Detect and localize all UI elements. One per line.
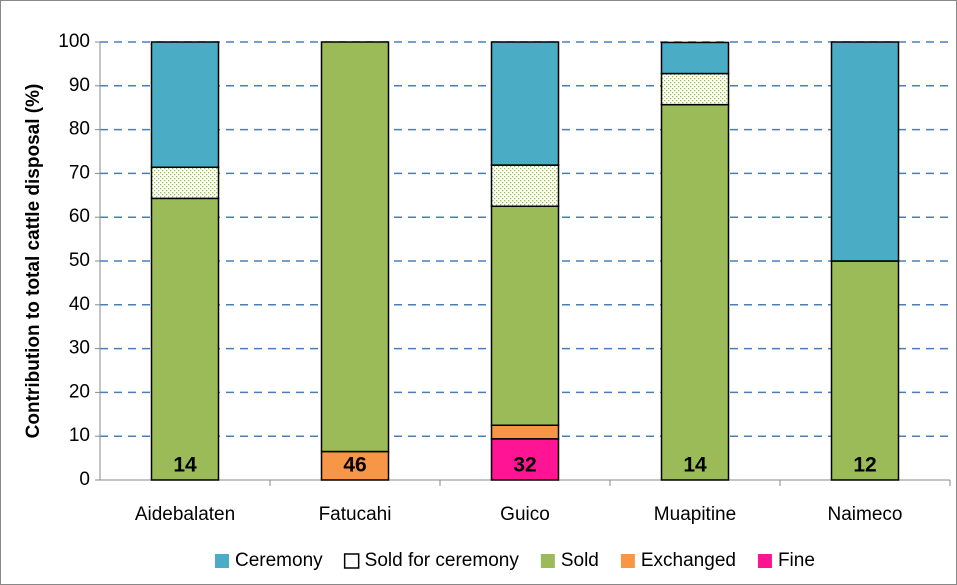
bar-segment [320,41,390,453]
legend-label: Sold for ceremony [365,550,520,571]
legend-label: Exchanged [641,550,736,571]
bar-segment [660,41,730,75]
y-tick-label: 70 [69,162,90,183]
bar-label: 32 [513,454,536,477]
bar-segment [490,424,560,440]
x-tick-label: Aidebalaten [135,504,235,525]
x-tick-label: Muapitine [654,504,736,525]
y-tick-label: 60 [69,206,90,227]
bar-label: 46 [343,454,366,477]
bar-segment [490,164,560,208]
y-axis-title: Contribution to total cattle disposal (%… [23,84,44,439]
legend-swatch [540,554,555,568]
y-tick-label: 0 [79,469,90,490]
legend-swatch [620,554,635,568]
bar-segment [150,41,220,169]
bar-segment [660,72,730,106]
x-tick-label: Fatucahi [319,504,392,525]
bar-segment [490,438,560,481]
y-tick-label: 10 [69,425,90,446]
bar-segment [660,103,730,481]
bar-segment [150,197,220,481]
x-tick-label: Guico [500,504,550,525]
y-tick-label: 40 [69,294,90,315]
bar-segment [490,205,560,426]
y-tick-label: 100 [58,31,90,52]
x-tick-label: Naimeco [828,504,903,525]
y-tick-label: 80 [69,119,90,140]
y-tick-label: 30 [69,338,90,359]
bar-segment [320,450,390,481]
bar-segment [490,41,560,166]
legend-label: Sold [561,550,599,571]
bar-label: 12 [853,454,876,477]
y-tick-label: 50 [69,250,90,271]
legend-swatch [215,554,229,568]
bar-label: 14 [683,454,707,477]
bar-segment [830,41,900,262]
y-tick-label: 90 [69,75,90,96]
legend-label: Fine [778,550,815,571]
legend-label: Ceremony [235,550,323,571]
legend-swatch [343,553,360,569]
bar-segment [830,260,900,481]
bar-label: 14 [173,454,197,477]
bar-segment [150,166,220,200]
y-tick-label: 20 [69,381,90,402]
legend-swatch [757,554,772,568]
